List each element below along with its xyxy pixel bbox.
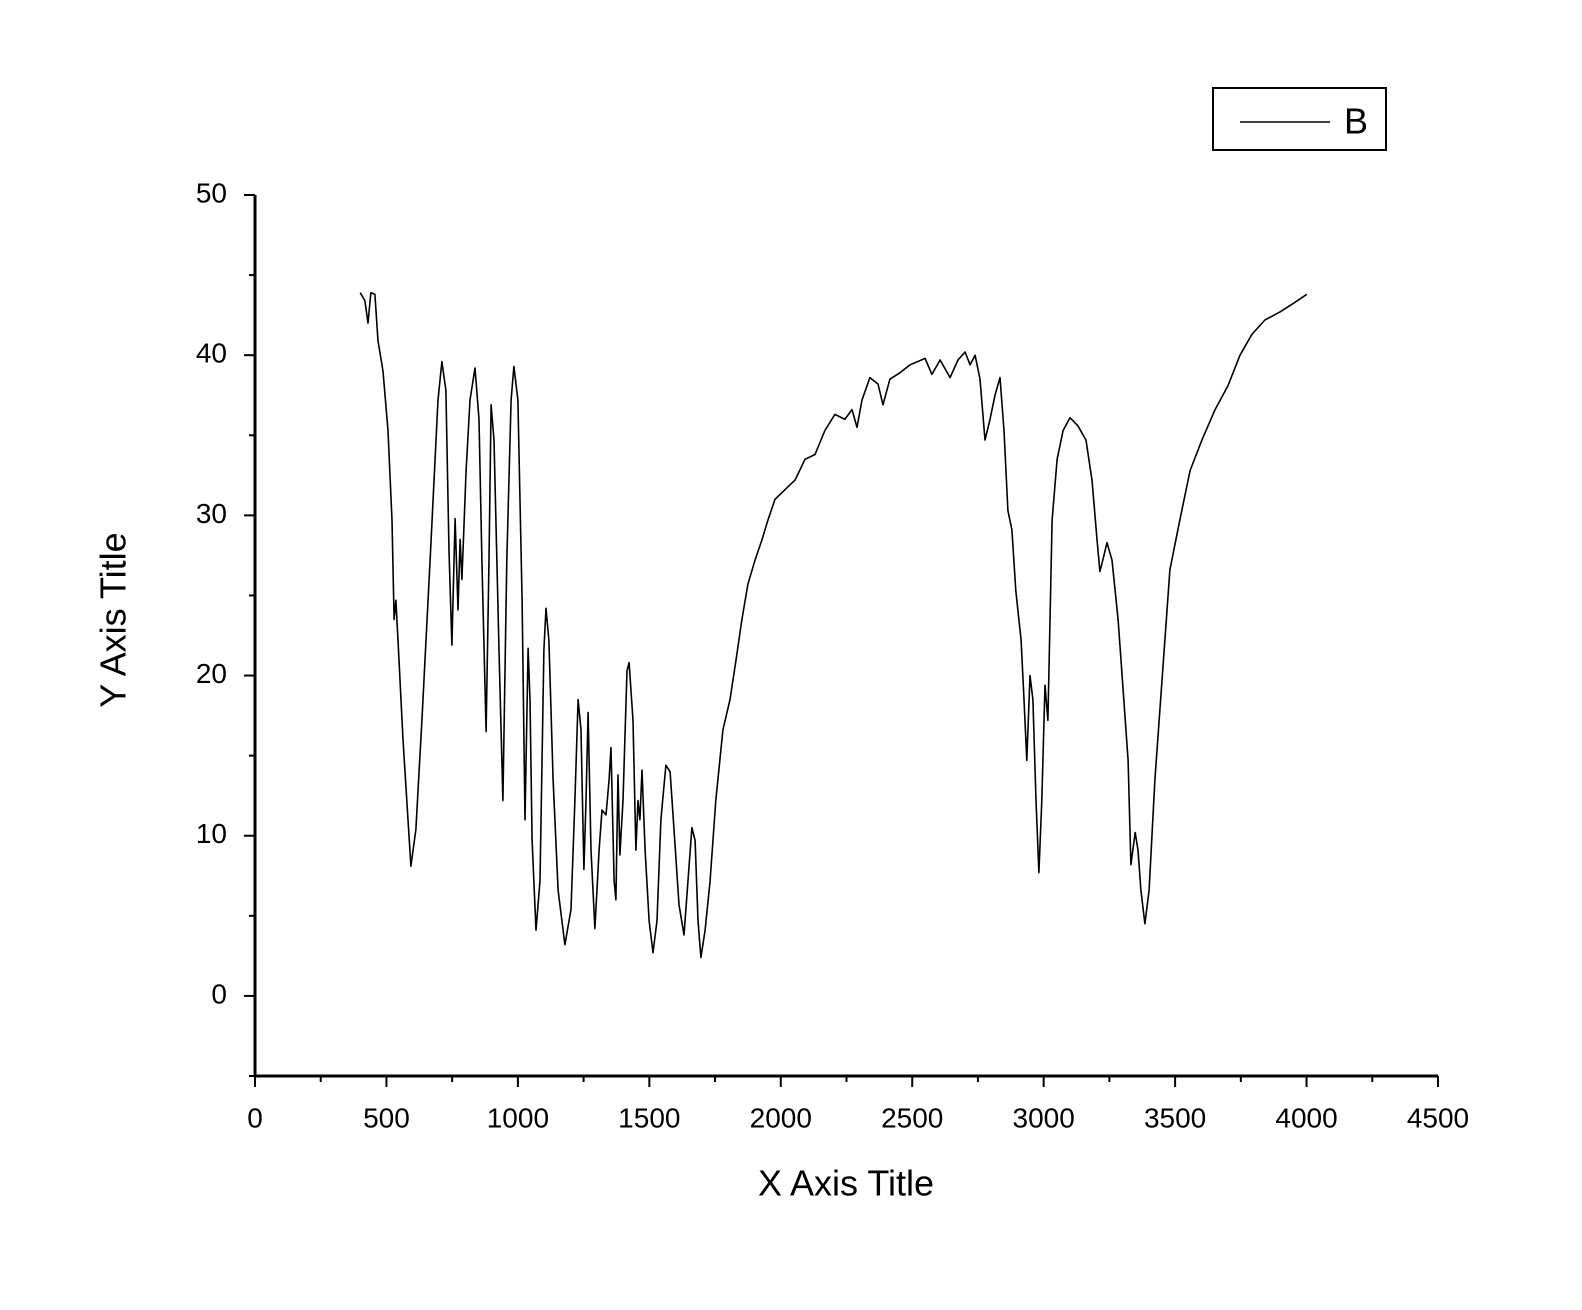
x-tick-label: 1500 [618, 1102, 680, 1133]
x-tick-label: 500 [363, 1102, 410, 1133]
y-tick-label: 40 [196, 338, 227, 369]
y-tick-label: 0 [211, 978, 227, 1009]
x-tick-label: 2500 [881, 1102, 943, 1133]
x-tick-label: 2000 [750, 1102, 812, 1133]
x-tick-label: 1000 [487, 1102, 549, 1133]
x-tick-label: 4500 [1407, 1102, 1469, 1133]
y-tick-label: 50 [196, 177, 227, 208]
x-tick-label: 3000 [1013, 1102, 1075, 1133]
y-axis-title: Y Axis Title [93, 532, 134, 707]
legend-label: B [1344, 101, 1368, 142]
x-axis-title: X Axis Title [758, 1163, 934, 1204]
y-tick-label: 10 [196, 818, 227, 849]
x-tick-label: 3500 [1144, 1102, 1206, 1133]
x-tick-label: 0 [247, 1102, 263, 1133]
y-tick-label: 30 [196, 498, 227, 529]
y-tick-label: 20 [196, 658, 227, 689]
data-line [359, 291, 1308, 959]
legend-box [1212, 87, 1387, 151]
x-tick-label: 4000 [1275, 1102, 1337, 1133]
